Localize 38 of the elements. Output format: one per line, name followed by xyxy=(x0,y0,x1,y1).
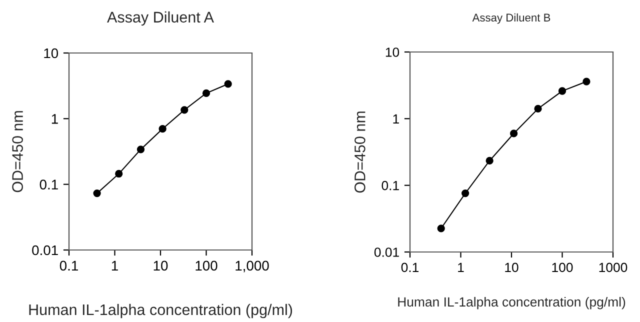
x-tick-label: 0.1 xyxy=(401,262,419,272)
x-axis-title: Human IL-1alpha concentration (pg/ml) xyxy=(29,304,292,318)
x-tick-label: 100 xyxy=(196,260,218,271)
point xyxy=(558,87,566,95)
y-tick-label: 10 xyxy=(44,48,58,58)
x-tick-label: 0.1 xyxy=(60,260,78,271)
point xyxy=(534,104,542,113)
point xyxy=(136,146,145,154)
point xyxy=(180,106,188,114)
point xyxy=(510,130,518,138)
x-tick-label: 100 xyxy=(552,262,573,272)
x-tick-label: 1000 xyxy=(599,262,628,272)
y-tick-label: 0.1 xyxy=(40,180,58,190)
point xyxy=(202,89,210,98)
point xyxy=(582,78,590,86)
point xyxy=(437,224,445,232)
y-tick-label: 1 xyxy=(393,114,399,124)
y-tick-label: 10 xyxy=(386,48,400,57)
x-tick-label: 10 xyxy=(505,262,518,272)
x-axis-title: Human IL-1alpha concentration (pg/ml) xyxy=(398,296,626,310)
point xyxy=(115,170,123,178)
y-axis-title: OD=450 nm xyxy=(12,111,23,192)
y-tick-label: 1 xyxy=(52,114,58,124)
point xyxy=(486,156,494,165)
x-tick-label: 10 xyxy=(154,260,168,271)
point xyxy=(224,80,232,88)
x-tick-label: 1,000 xyxy=(236,260,269,272)
chart-title: Assay Diluent B xyxy=(472,13,550,24)
y-tick-label: 0.01 xyxy=(32,245,58,256)
point xyxy=(461,189,470,198)
chart-title: Assay Diluent A xyxy=(107,11,214,26)
point xyxy=(158,125,166,133)
y-tick-label: 0.1 xyxy=(382,180,399,190)
y-axis-title: OD=450 nm xyxy=(354,112,366,193)
point xyxy=(93,189,101,198)
x-tick-label: 1 xyxy=(112,260,118,270)
y-tick-label: 0.01 xyxy=(374,248,399,257)
x-tick-label: 1 xyxy=(458,262,464,272)
